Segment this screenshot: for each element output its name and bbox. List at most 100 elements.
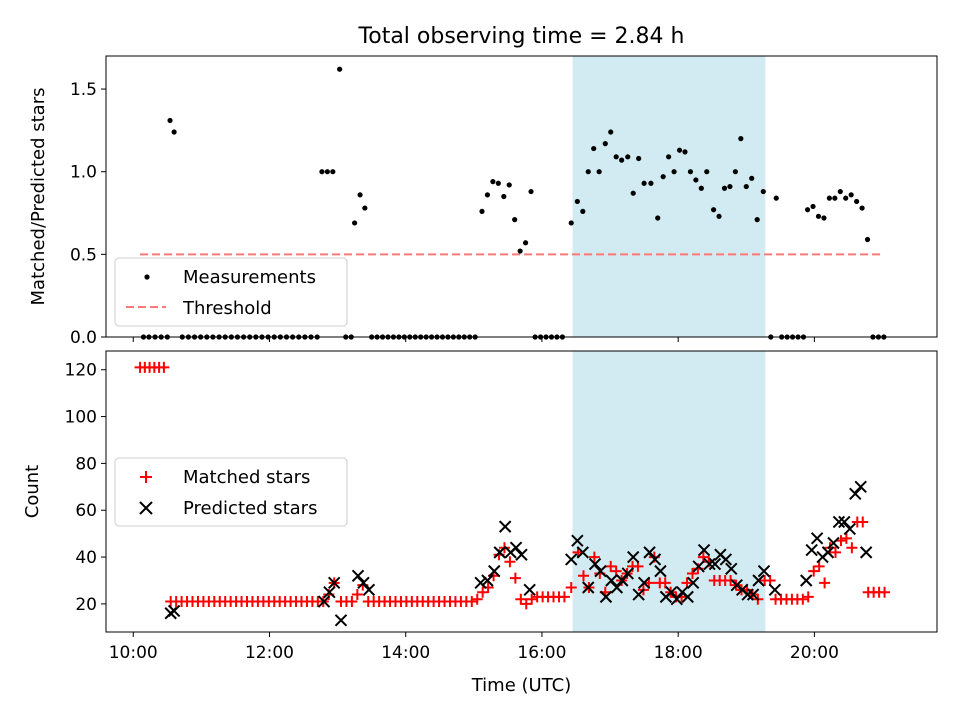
predicted-star-marker <box>599 590 613 604</box>
count-panel: 20 40 60 80 100 120 10:00 12:00 14:00 16:00 18:00… <box>22 350 938 696</box>
predicted-star-marker <box>703 557 716 571</box>
predicted-star-marker <box>859 546 873 559</box>
measurement-point <box>666 154 672 160</box>
predicted-star-marker <box>616 574 629 587</box>
measurement-point <box>810 203 816 210</box>
predicted-star-marker <box>757 564 771 578</box>
predicted-star-marker <box>474 576 487 590</box>
predicted-star-marker <box>627 550 640 564</box>
predicted-star-marker <box>610 581 624 594</box>
measurement-point <box>501 193 507 200</box>
measurement-point <box>495 180 501 186</box>
matched-star-marker <box>840 532 852 544</box>
y-tick-label: 60 <box>75 501 97 521</box>
measurement-point <box>716 213 722 219</box>
measurement-point <box>591 145 597 152</box>
measurement-point <box>704 169 710 175</box>
predicted-star-marker <box>665 585 678 599</box>
measurement-point <box>608 129 614 135</box>
matched-star-marker <box>504 556 516 568</box>
predicted-star-marker <box>637 576 651 590</box>
measurement-point <box>693 177 699 183</box>
ratio-panel: 0.0 0.5 1.0 1.5 Total observing time = 2.84… <box>28 24 938 348</box>
predicted-star-marker <box>167 604 181 618</box>
predicted-star-marker <box>632 588 645 601</box>
measurement-point <box>630 190 636 196</box>
measurement-point <box>641 180 647 186</box>
predicted-star-marker <box>571 534 584 547</box>
y-tick-label: 0.5 <box>70 245 97 265</box>
predicted-star-marker <box>827 536 840 550</box>
predicted-star-marker <box>719 553 733 566</box>
predicted-star-marker <box>357 576 370 590</box>
matched-star-marker <box>830 546 842 558</box>
y-tick-label: 20 <box>75 595 97 615</box>
y-tick-label: 0.0 <box>70 328 97 348</box>
matched-star-marker <box>346 596 358 608</box>
matched-star-marker <box>577 570 589 582</box>
matched-stars-points <box>134 361 891 610</box>
matched-star-marker <box>835 535 847 547</box>
measurement-point <box>749 175 755 181</box>
measurement-point <box>682 149 688 155</box>
x-tick-label: 20:00 <box>790 643 839 663</box>
x-tick-label: 10:00 <box>109 643 158 663</box>
measurement-point <box>517 248 523 254</box>
measurement-point <box>832 195 838 201</box>
measurement-point <box>490 179 496 185</box>
x-tick-label: 16:00 <box>517 643 566 663</box>
matched-star-marker <box>659 577 671 589</box>
matched-star-marker <box>509 572 521 584</box>
y-tick-label: 40 <box>75 548 97 568</box>
measurement-point <box>754 217 760 223</box>
predicted-star-marker <box>493 546 506 559</box>
predicted-star-marker <box>692 560 705 573</box>
measurement-point <box>574 198 580 205</box>
bottom-legend: Matched stars Predicted stars <box>114 457 348 527</box>
measurement-point <box>506 182 512 188</box>
top-legend-box <box>114 257 348 327</box>
measurement-point <box>330 169 336 175</box>
matched-star-marker <box>588 551 600 563</box>
top-x-ticks <box>132 337 815 342</box>
measurement-point <box>512 217 518 223</box>
predicted-star-marker <box>654 564 667 578</box>
measurement-point <box>859 205 865 211</box>
measurement-point <box>760 188 766 195</box>
measurement-point <box>843 195 849 201</box>
matched-star-marker <box>351 589 363 601</box>
predicted-star-marker <box>481 574 494 587</box>
x-axis-label: Time (UTC) <box>471 675 572 696</box>
bottom-axes-frame <box>105 350 938 633</box>
predicted-star-marker <box>681 590 694 604</box>
top-legend: Measurements Threshold <box>114 257 348 327</box>
measurement-point <box>580 208 586 214</box>
predicted-star-marker <box>515 548 528 561</box>
measurement-point <box>522 240 529 246</box>
measurement-point <box>362 205 368 211</box>
measurement-point <box>815 213 822 219</box>
measurement-point <box>826 195 832 201</box>
measurement-point <box>596 169 602 175</box>
predicted-star-marker <box>752 574 765 587</box>
measurement-point <box>854 198 860 205</box>
measurement-point <box>773 195 779 201</box>
matched-star-marker <box>515 593 527 605</box>
chart-title: Total observing time = 2.84 h <box>358 24 685 49</box>
measurement-point <box>821 215 827 221</box>
predicted-star-marker <box>565 553 578 566</box>
predicted-star-marker <box>849 487 862 501</box>
predicted-star-marker <box>854 480 867 494</box>
x-tick-label: 14:00 <box>381 643 430 663</box>
predicted-star-marker <box>582 581 595 594</box>
predicted-star-marker <box>351 569 365 583</box>
predicted-star-marker <box>509 541 523 554</box>
predicted-star-marker <box>498 520 512 533</box>
measurement-point <box>687 169 694 175</box>
matched-star-marker <box>471 593 483 605</box>
matched-star-marker <box>725 574 737 586</box>
measurement-point <box>848 192 854 198</box>
predicted-star-marker <box>523 583 536 597</box>
matched-star-marker <box>802 591 814 603</box>
predicted-star-marker <box>334 614 348 627</box>
